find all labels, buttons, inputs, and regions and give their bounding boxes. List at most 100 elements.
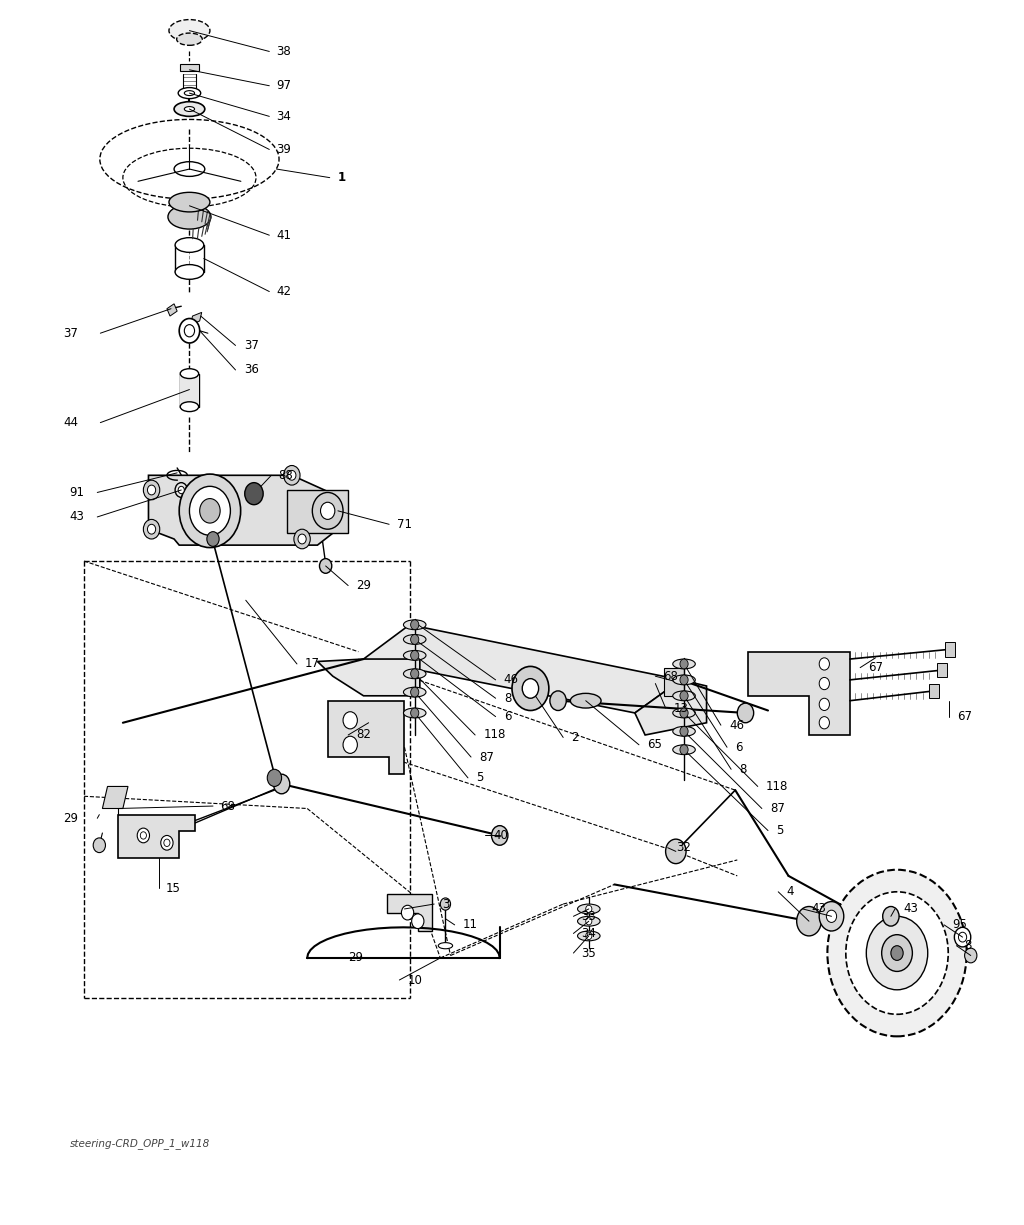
Text: 29: 29 [63, 812, 79, 824]
Circle shape [586, 932, 592, 940]
Circle shape [411, 650, 419, 660]
Circle shape [143, 480, 160, 500]
Circle shape [680, 675, 688, 685]
Ellipse shape [168, 205, 211, 229]
Polygon shape [387, 894, 432, 931]
Text: 44: 44 [63, 417, 79, 429]
Circle shape [512, 666, 549, 710]
Text: 67: 67 [868, 662, 884, 674]
Circle shape [207, 532, 219, 546]
Circle shape [284, 466, 300, 485]
Text: 46: 46 [504, 674, 519, 686]
Circle shape [965, 948, 977, 963]
Polygon shape [945, 642, 955, 657]
Circle shape [245, 483, 263, 505]
Text: 43: 43 [811, 903, 826, 915]
Circle shape [492, 826, 508, 845]
Polygon shape [180, 374, 199, 407]
Circle shape [179, 474, 241, 548]
Ellipse shape [403, 708, 426, 718]
Text: 6: 6 [735, 741, 742, 753]
Circle shape [680, 659, 688, 669]
Text: 37: 37 [244, 339, 259, 352]
Circle shape [819, 677, 829, 690]
Text: 34: 34 [582, 927, 597, 940]
Circle shape [440, 898, 451, 910]
Text: 39: 39 [276, 143, 292, 156]
Polygon shape [328, 701, 404, 774]
Text: 4: 4 [786, 886, 794, 898]
Ellipse shape [169, 20, 210, 42]
Circle shape [737, 703, 754, 723]
Ellipse shape [174, 162, 205, 176]
Circle shape [175, 483, 187, 497]
Circle shape [412, 914, 424, 929]
Text: 38: 38 [276, 45, 291, 58]
Ellipse shape [438, 943, 453, 948]
Text: 71: 71 [397, 518, 413, 530]
Text: 5: 5 [776, 824, 783, 837]
Text: 118: 118 [766, 780, 788, 793]
Circle shape [797, 906, 821, 936]
Text: 11: 11 [463, 919, 478, 931]
Text: 1: 1 [338, 172, 346, 184]
Circle shape [319, 559, 332, 573]
Ellipse shape [570, 693, 601, 708]
Circle shape [680, 708, 688, 718]
Circle shape [846, 892, 948, 1014]
Text: 13: 13 [674, 702, 689, 714]
Circle shape [288, 470, 296, 480]
Text: 65: 65 [647, 739, 663, 751]
Ellipse shape [180, 369, 199, 379]
Polygon shape [635, 680, 707, 735]
Text: 3: 3 [442, 898, 450, 910]
Text: 118: 118 [483, 729, 506, 741]
Circle shape [826, 910, 837, 922]
Text: 37: 37 [63, 327, 79, 339]
Circle shape [189, 486, 230, 535]
Ellipse shape [673, 659, 695, 669]
Text: 29: 29 [356, 579, 372, 592]
Text: 91: 91 [70, 486, 85, 499]
Ellipse shape [403, 687, 426, 697]
Text: 15: 15 [166, 882, 181, 894]
Polygon shape [929, 684, 939, 698]
Circle shape [184, 325, 195, 337]
Ellipse shape [403, 650, 426, 660]
Text: 87: 87 [770, 802, 785, 815]
Circle shape [294, 529, 310, 549]
Circle shape [819, 698, 829, 710]
Circle shape [882, 935, 912, 971]
Circle shape [147, 485, 156, 495]
Text: 82: 82 [356, 729, 372, 741]
Circle shape [178, 486, 184, 494]
Circle shape [891, 946, 903, 960]
Circle shape [586, 918, 592, 925]
Ellipse shape [174, 102, 205, 116]
Text: 42: 42 [276, 285, 292, 298]
Circle shape [267, 769, 282, 786]
Polygon shape [364, 625, 681, 713]
Ellipse shape [673, 708, 695, 718]
Circle shape [411, 687, 419, 697]
Circle shape [143, 519, 160, 539]
Text: steering-CRD_OPP_1_w118: steering-CRD_OPP_1_w118 [70, 1138, 210, 1149]
Text: 32: 32 [676, 842, 691, 854]
Circle shape [179, 318, 200, 343]
Text: 43: 43 [70, 511, 85, 523]
Ellipse shape [169, 192, 210, 212]
Text: 17: 17 [305, 658, 321, 670]
Polygon shape [118, 815, 195, 857]
Circle shape [164, 839, 170, 846]
Ellipse shape [175, 265, 204, 279]
Circle shape [550, 691, 566, 710]
Circle shape [958, 932, 967, 942]
Circle shape [866, 916, 928, 990]
Ellipse shape [578, 931, 600, 941]
Polygon shape [180, 64, 199, 71]
Circle shape [680, 745, 688, 755]
Text: 8: 8 [739, 763, 746, 775]
Circle shape [680, 726, 688, 736]
Circle shape [321, 502, 335, 519]
Text: 5: 5 [476, 772, 483, 784]
